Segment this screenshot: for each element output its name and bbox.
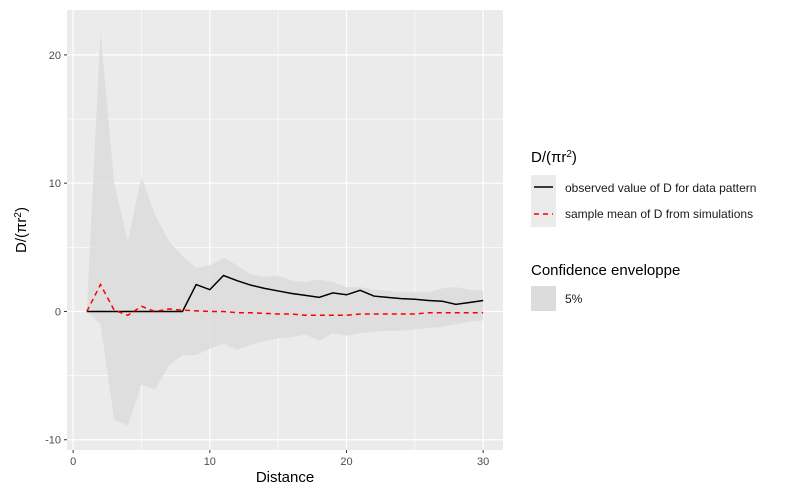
legend-label-observed: observed value of D for data pattern bbox=[565, 181, 756, 195]
y-tick-label: 10 bbox=[49, 178, 61, 190]
x-tick-label: 10 bbox=[204, 456, 216, 468]
legend-title-envelope: Confidence enveloppe bbox=[531, 262, 680, 279]
y-axis-title: D/(πr2) bbox=[13, 207, 31, 253]
observed-line bbox=[86, 274, 484, 313]
y-tick-label: -10 bbox=[45, 435, 61, 447]
legend-key-envelope bbox=[531, 286, 556, 311]
envelope-area bbox=[86, 31, 484, 426]
x-tick-label: 20 bbox=[340, 456, 352, 468]
legend: D/(πr2) observed value of D for data pat… bbox=[531, 149, 756, 311]
x-axis-title: Distance bbox=[256, 469, 314, 486]
series-lines bbox=[86, 274, 484, 317]
simulation-mean-line bbox=[86, 282, 484, 317]
y-tick-label: 20 bbox=[49, 50, 61, 62]
gridlines bbox=[67, 10, 503, 450]
axis-ticks: 0 10 20 30 -10 0 10 20 bbox=[45, 50, 489, 468]
legend-label-envelope: 5% bbox=[565, 292, 583, 306]
y-tick-label: 0 bbox=[55, 306, 61, 318]
x-tick-label: 30 bbox=[477, 456, 489, 468]
confidence-envelope bbox=[86, 31, 484, 426]
x-tick-label: 0 bbox=[70, 456, 76, 468]
legend-title-lines: D/(πr2) bbox=[531, 149, 577, 167]
legend-label-mean: sample mean of D from simulations bbox=[565, 207, 753, 221]
